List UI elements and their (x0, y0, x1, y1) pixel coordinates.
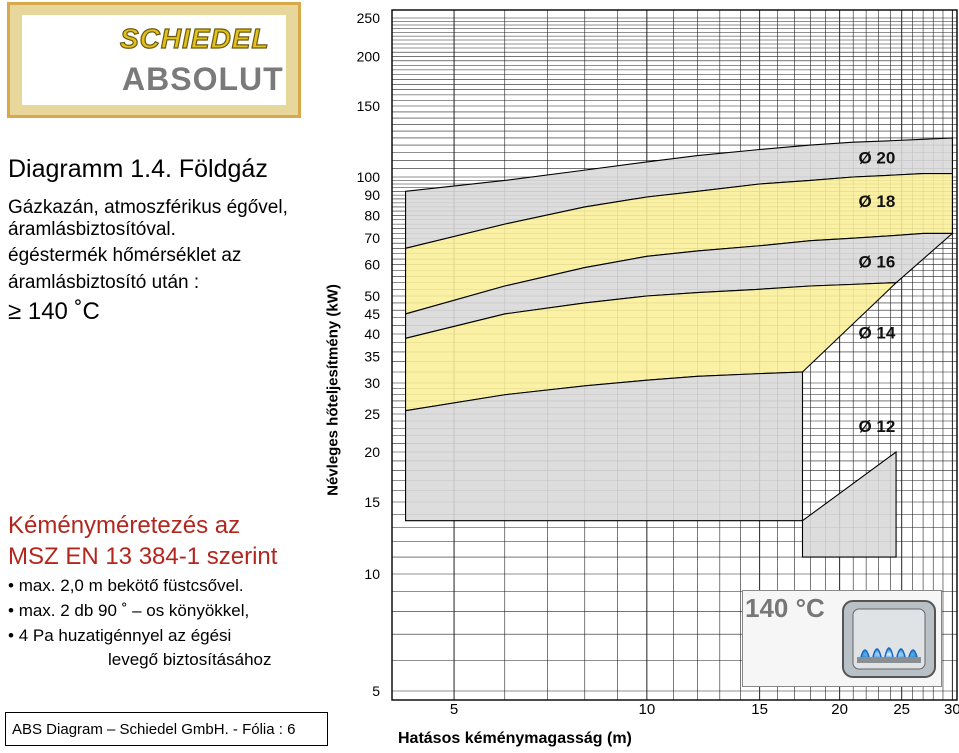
y-tick-label: 10 (364, 566, 380, 582)
section-heading-1: Kéményméretezés az (8, 512, 241, 539)
description-line-4: áramlásbiztosító után : (8, 272, 200, 293)
bullet-text: max. 2,0 m bekötő füstcsővel. (18, 576, 244, 595)
y-tick-label: 25 (364, 406, 380, 422)
band-12 (405, 371, 897, 558)
bullet-item: • max. 2 db 90 ˚ – os könyökkel, (8, 601, 250, 620)
x-tick-label: 30 (944, 701, 959, 718)
y-tick-label: 45 (364, 306, 380, 322)
y-tick-label: 15 (364, 494, 380, 510)
y-axis-label-text: Névleges hőteljesítmény (kW) (324, 284, 342, 496)
x-tick-label: 25 (893, 701, 910, 718)
y-tick-label: 35 (364, 349, 380, 365)
band-label: Ø 12 (858, 417, 895, 436)
y-tick-label: 200 (357, 48, 381, 64)
x-tick-label: 15 (751, 701, 768, 718)
description-line-2: áramlásbiztosítóval. (8, 219, 176, 240)
x-axis-label: Hatásos kéménymagasság (m) (398, 730, 632, 747)
y-tick-label: 60 (364, 257, 380, 273)
y-tick-label: 70 (364, 230, 380, 246)
y-axis-label: Névleges hőteljesítmény (kW) (318, 260, 348, 520)
x-tick-label: 5 (450, 701, 458, 718)
band-label: Ø 14 (858, 323, 895, 342)
bullet-text: 4 Pa huzatigénnyel az égési (18, 626, 232, 645)
flame-burner-icon (842, 600, 936, 678)
y-tick-label: 50 (364, 288, 380, 304)
bullet-item: • 4 Pa huzatigénnyel az égési (8, 626, 232, 645)
logo-brand: SCHIEDEL (119, 22, 270, 54)
y-tick-label: 40 (364, 326, 380, 342)
description-line-3: égéstermék hőmérséklet az (8, 245, 242, 266)
bullet-item: • max. 2,0 m bekötő füstcsővel. (8, 576, 244, 595)
diagram-title: Diagramm 1.4. Földgáz (8, 155, 268, 183)
y-tick-label: 100 (357, 169, 381, 185)
section-heading-2: MSZ EN 13 384-1 szerint (8, 543, 278, 570)
temperature-badge: 140 °C (742, 590, 942, 687)
y-tick-label: 5 (372, 683, 380, 699)
y-tick-label: 20 (364, 444, 380, 460)
bullet-continuation: levegő biztosításához (108, 650, 272, 669)
y-tick-label: 30 (364, 375, 380, 391)
description-line-1: Gázkazán, atmoszférikus égővel, (8, 197, 288, 218)
temperature-condition: ≥ 140 ˚C (8, 298, 100, 325)
x-tick-label: 10 (639, 701, 656, 718)
band-label: Ø 16 (858, 253, 895, 272)
y-tick-label: 90 (364, 187, 380, 203)
y-tick-label: 150 (357, 98, 381, 114)
y-tick-label: 80 (364, 207, 380, 223)
y-tick-label: 250 (357, 10, 381, 26)
schiedel-absolut-logo: SCHIEDEL ABSOLUT (7, 2, 301, 118)
footer-caption: ABS Diagram – Schiedel GmbH. - Fólia : 6 (5, 712, 328, 746)
chimney-sizing-chart: Ø 20 Ø 18 Ø 16 Ø 14 Ø 12 5 10 15 20 25 30 35 40 45 50 6… (357, 9, 959, 718)
plot-frame (391, 9, 958, 701)
band-label: Ø 18 (858, 192, 895, 211)
logo-product: ABSOLUT (122, 61, 284, 97)
band-label: Ø 20 (858, 149, 895, 168)
x-tick-label: 20 (831, 701, 848, 718)
bullet-text: max. 2 db 90 ˚ – os könyökkel, (18, 601, 250, 620)
logo-panel (22, 15, 286, 105)
badge-text: 140 °C (745, 593, 825, 623)
